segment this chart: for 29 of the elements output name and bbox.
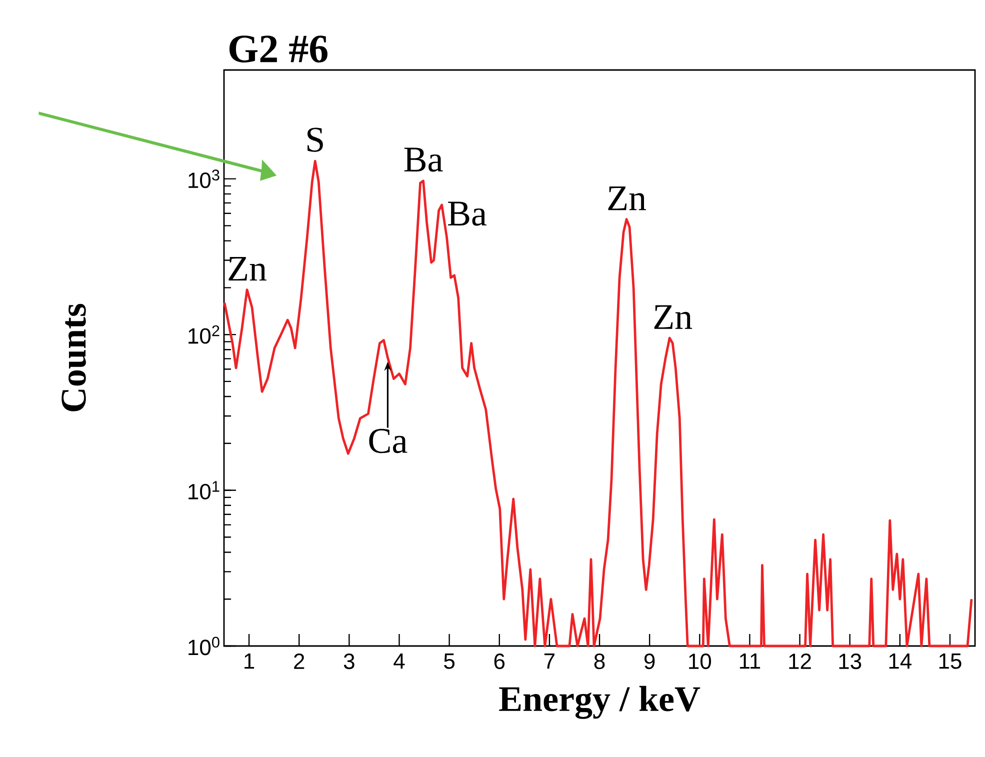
x-tick-label: 10 xyxy=(689,654,712,670)
y-axis-title: Counts xyxy=(62,304,86,412)
y-tick-label: 10$^{0}$ xyxy=(188,636,220,656)
x-tick-label: 12 xyxy=(789,654,811,669)
x-tick-label: 14 xyxy=(889,654,912,669)
annotation: Zn xyxy=(608,186,646,210)
x-tick-label: 5 xyxy=(444,654,454,669)
y-tick-label: 10$^{2}$ xyxy=(188,325,220,344)
y-tick-label: 10$^{3}$ xyxy=(188,170,220,188)
x-tick-label: 1 xyxy=(244,654,254,669)
annotation: S xyxy=(308,128,323,152)
y-tick-label: 10$^{1}$ xyxy=(188,481,220,500)
x-axis-title: Energy / keV xyxy=(499,686,700,719)
annotation: Ca xyxy=(369,428,408,454)
x-tick-label: 7 xyxy=(544,654,554,669)
x-tick-label: 3 xyxy=(344,654,354,670)
x-tick-label: 8 xyxy=(594,654,605,670)
x-tick-label: 4 xyxy=(394,654,405,669)
x-tick-label: 15 xyxy=(939,654,962,669)
x-tick-label: 6 xyxy=(494,654,505,670)
x-tick-label: 2 xyxy=(294,654,304,669)
annotation: Ba xyxy=(404,148,443,172)
x-tick-label: 11 xyxy=(740,654,760,669)
annotation: Zn xyxy=(228,256,266,281)
x-tick-label: 13 xyxy=(839,654,862,670)
annotation: Zn xyxy=(654,305,692,329)
x-tick-label: 9 xyxy=(644,654,655,670)
chart-title: G2 #6 xyxy=(229,36,328,62)
annotation: Ba xyxy=(448,202,486,226)
